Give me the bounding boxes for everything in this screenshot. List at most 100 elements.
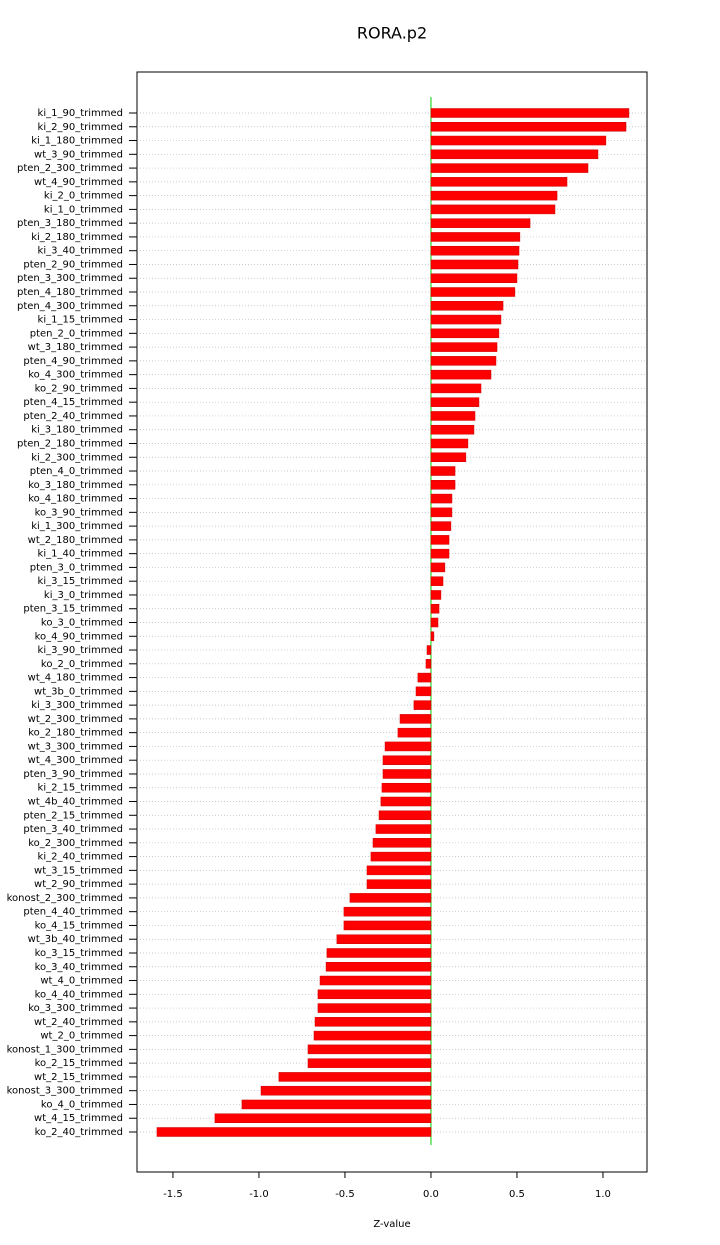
y-tick-label: pten_2_15_trimmed — [23, 810, 123, 821]
bar — [430, 452, 467, 463]
y-tick-label: ko_3_40_trimmed — [35, 962, 123, 973]
bar — [307, 1044, 432, 1055]
y-tick-label: wt_4b_40_trimmed — [28, 797, 123, 808]
bar — [430, 177, 568, 187]
bar — [425, 659, 432, 669]
y-tick-label: pten_4_300_trimmed — [17, 301, 123, 312]
bar — [430, 287, 516, 297]
y-tick-label: wt_4_15_trimmed — [34, 1113, 123, 1124]
y-tick-label: konost_2_300_trimmed — [7, 893, 123, 904]
y-tick-label: wt_4_300_trimmed — [28, 755, 123, 766]
y-tick-label: wt_4_0_trimmed — [40, 976, 123, 987]
bar — [415, 686, 432, 697]
bar — [349, 893, 432, 903]
y-tick-label: pten_3_40_trimmed — [23, 824, 123, 835]
y-tick-label: ki_1_40_trimmed — [38, 549, 123, 560]
y-tick-label: pten_3_0_trimmed — [30, 562, 123, 573]
y-tick-label: wt_2_90_trimmed — [34, 879, 123, 890]
x-tick-label: -1.5 — [163, 1189, 183, 1200]
y-tick-label: ki_1_300_trimmed — [31, 521, 123, 532]
bar — [278, 1072, 432, 1082]
bar — [325, 962, 432, 972]
bar — [378, 810, 432, 821]
chart-title: RORA.p2 — [357, 24, 427, 43]
y-tick-label: ko_2_180_trimmed — [28, 728, 123, 739]
y-tick-label: pten_4_0_trimmed — [30, 466, 123, 477]
bar — [430, 190, 558, 201]
y-tick-label: wt_3b_0_trimmed — [34, 686, 123, 697]
y-tick-label: pten_4_40_trimmed — [23, 907, 123, 918]
x-tick-label: 0.5 — [509, 1189, 525, 1200]
x-tick-label: -1.0 — [249, 1189, 269, 1200]
bar — [430, 204, 556, 215]
bar — [430, 535, 450, 545]
y-tick-label: pten_2_40_trimmed — [23, 411, 123, 422]
y-tick-label: pten_4_180_trimmed — [17, 287, 123, 298]
bar — [430, 480, 456, 490]
bar — [430, 562, 446, 573]
y-tick-label: ko_2_300_trimmed — [28, 838, 123, 849]
bar — [430, 149, 599, 160]
x-axis-label: Z-value — [373, 1219, 410, 1230]
bar — [326, 948, 432, 958]
bar — [430, 424, 475, 435]
y-tick-label: pten_3_300_trimmed — [17, 273, 123, 284]
bar — [381, 782, 432, 793]
bar — [314, 1017, 432, 1027]
y-tick-label: ki_2_300_trimmed — [31, 452, 123, 463]
y-tick-label: ko_2_0_trimmed — [41, 659, 123, 670]
y-tick-label: ko_4_90_trimmed — [35, 631, 123, 642]
bar — [343, 906, 432, 917]
bar — [430, 383, 482, 394]
y-tick-label: pten_2_300_trimmed — [17, 163, 123, 174]
y-tick-label: ki_3_180_trimmed — [31, 425, 123, 436]
bar — [430, 438, 469, 449]
bar — [430, 617, 439, 628]
bar — [430, 163, 589, 173]
bar — [366, 865, 432, 876]
y-tick-label: wt_2_180_trimmed — [28, 535, 123, 546]
bar — [317, 989, 432, 1000]
bar — [384, 741, 432, 752]
y-tick-label: ko_3_0_trimmed — [41, 618, 123, 629]
bar — [430, 314, 502, 325]
y-tick-label: ki_1_0_trimmed — [44, 204, 123, 215]
bar — [307, 1058, 432, 1068]
y-tick-label: pten_2_180_trimmed — [17, 438, 123, 449]
y-tick-label: ko_3_90_trimmed — [35, 507, 123, 518]
y-tick-label: ko_3_15_trimmed — [35, 948, 123, 959]
bar — [426, 645, 432, 655]
y-tick-label: ki_3_0_trimmed — [44, 590, 123, 601]
bar — [399, 714, 432, 724]
y-tick-label: pten_2_0_trimmed — [30, 328, 123, 339]
y-tick-label: wt_2_15_trimmed — [34, 1072, 123, 1083]
bar — [317, 1003, 432, 1013]
y-tick-label: wt_3b_40_trimmed — [28, 934, 123, 945]
bar — [430, 493, 453, 504]
bar — [430, 397, 480, 407]
y-tick-label: ki_2_40_trimmed — [38, 852, 123, 863]
y-tick-label: wt_2_0_trimmed — [40, 1031, 123, 1042]
y-tick-label: ko_4_0_trimmed — [41, 1099, 123, 1110]
bar — [375, 824, 432, 834]
y-tick-label: pten_2_90_trimmed — [23, 259, 123, 270]
bar — [260, 1085, 432, 1096]
y-tick-label: ko_4_300_trimmed — [28, 370, 123, 381]
bar — [430, 603, 440, 614]
y-tick-label: wt_2_300_trimmed — [28, 714, 123, 725]
y-tick-label: ko_3_180_trimmed — [28, 480, 123, 491]
y-tick-label: ko_2_90_trimmed — [35, 383, 123, 394]
bar — [430, 328, 500, 339]
bar — [241, 1099, 432, 1110]
bar — [156, 1127, 432, 1137]
y-tick-label: ki_1_90_trimmed — [38, 108, 123, 119]
bar — [430, 342, 498, 352]
bar — [430, 466, 456, 476]
x-tick-label: 0.0 — [423, 1189, 439, 1200]
y-tick-label: ko_4_180_trimmed — [28, 494, 123, 505]
y-tick-label: ko_3_300_trimmed — [28, 1003, 123, 1014]
y-tick-label: konost_1_300_trimmed — [7, 1044, 123, 1055]
bar — [372, 838, 432, 848]
bar — [430, 245, 520, 256]
